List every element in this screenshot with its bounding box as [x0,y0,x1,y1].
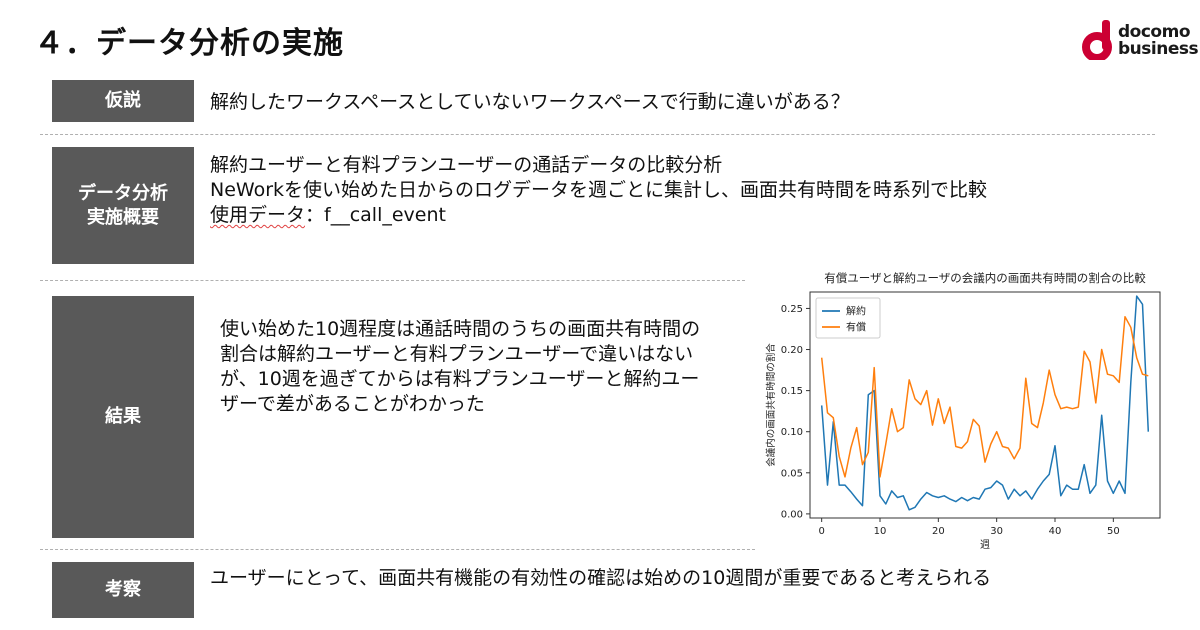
x-tick-label: 40 [1049,526,1062,537]
overview-text: 解約ユーザーと有料プランユーザーの通話データの比較分析 NeWorkを使い始めた… [210,153,987,228]
divider [40,280,745,281]
docomo-logo-mark [1082,20,1112,60]
divider [40,134,1155,135]
result-line2: 割合は解約ユーザーと有料プランユーザーで違いはない [220,343,694,365]
y-tick-label: 0.25 [781,304,803,315]
docomo-business-logo: docomo business [1082,20,1199,64]
result-line1: 使い始めた10週程度は通話時間のうちの画面共有時間の [220,318,701,340]
divider [40,549,755,550]
y-tick-label: 0.05 [781,468,803,479]
x-tick-label: 20 [932,526,945,537]
series-line-churn [820,295,1150,511]
chart-title: 有償ユーザと解約ユーザの会議内の画面共有時間の割合の比較 [824,271,1146,285]
hypothesis-label-text: 仮説 [105,90,141,111]
logo-text-docomo: docomo [1118,22,1191,42]
overview-label-line2: 実施概要 [87,206,159,228]
result-line4: ザーで差があることがわかった [220,393,485,415]
y-tick-label: 0.20 [781,345,803,356]
series-line-paid [820,315,1149,478]
overview-line3-suffix: ：f__call_event [305,204,446,226]
legend-box [815,297,881,339]
y-tick-label: 0.10 [781,427,803,438]
overview-label: データ分析 実施概要 [52,147,194,264]
y-axis-label: 会議内の画面共有時間の割合 [765,343,777,467]
line-chart: 有償ユーザと解約ユーザの会議内の画面共有時間の割合の比較 0 10 20 30 40 50 0… [765,271,1161,551]
slide-title: ４．データ分析の実施 [34,26,344,61]
overview-label-line1: データ分析 [78,182,168,204]
x-tick-label: 30 [990,526,1003,537]
legend-label: 有償 [846,321,866,334]
result-line3: が、10週を過ぎてからは有料プランユーザーと解約ユー [220,368,700,390]
discussion-text: ユーザーにとって、画面共有機能の有効性の確認は始めの10週間が重要であると考えら… [210,567,992,589]
hypothesis-text: 解約したワークスペースとしていないワークスペースで行動に違いがある？ [210,91,850,113]
result-label-text: 結果 [105,406,141,427]
hypothesis-label: 仮説 [52,80,194,122]
legend-label: 解約 [846,305,866,318]
discussion-label: 考察 [52,562,194,618]
overview-line3-prefix: 使用データ [210,204,306,226]
x-tick-label: 10 [874,526,887,537]
x-tick-label: 50 [1107,526,1120,537]
x-tick-label: 0 [818,526,824,537]
x-axis-label: 週 [980,539,990,551]
result-label: 結果 [52,296,194,538]
discussion-label-text: 考察 [105,579,141,600]
y-tick-label: 0.00 [781,509,803,520]
overview-line3: 使用データ：f__call_event [210,203,987,228]
logo-text-business: business [1118,39,1199,59]
result-text: 使い始めた10週程度は通話時間のうちの画面共有時間の 割合は解約ユーザーと有料プ… [220,317,700,417]
y-tick-label: 0.15 [781,386,803,397]
overview-line1: 解約ユーザーと有料プランユーザーの通話データの比較分析 [210,154,723,176]
overview-line2: NeWorkを使い始めた日からのログデータを週ごとに集計し、画面共有時間を時系列… [210,179,988,201]
